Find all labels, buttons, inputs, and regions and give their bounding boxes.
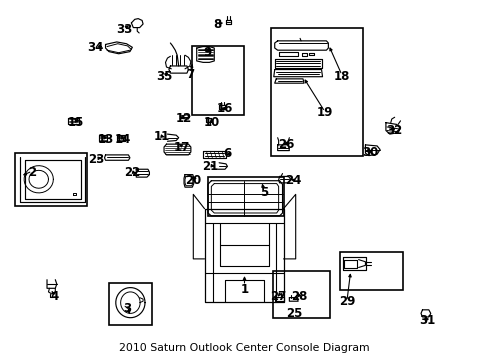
Text: 1: 1 bbox=[240, 283, 248, 296]
Bar bbox=[272, 271, 330, 318]
Bar bbox=[15, 153, 87, 206]
Text: 21: 21 bbox=[202, 160, 218, 173]
Bar bbox=[191, 46, 244, 115]
Text: 2: 2 bbox=[28, 166, 37, 179]
Text: 31: 31 bbox=[418, 314, 435, 327]
Text: 3: 3 bbox=[123, 302, 131, 315]
Bar bbox=[339, 252, 402, 291]
Text: 24: 24 bbox=[285, 174, 301, 187]
Text: 17: 17 bbox=[174, 140, 190, 153]
Text: 15: 15 bbox=[68, 116, 84, 129]
Text: 5: 5 bbox=[259, 186, 267, 199]
Text: 18: 18 bbox=[333, 69, 349, 82]
Text: 11: 11 bbox=[153, 130, 169, 144]
Text: 10: 10 bbox=[203, 116, 219, 129]
Text: 20: 20 bbox=[185, 174, 201, 186]
Text: 14: 14 bbox=[114, 133, 130, 146]
Text: 23: 23 bbox=[87, 153, 103, 166]
Text: 32: 32 bbox=[386, 124, 402, 137]
Text: 6: 6 bbox=[223, 147, 231, 159]
Text: 33: 33 bbox=[116, 23, 132, 36]
Text: 7: 7 bbox=[185, 68, 194, 81]
Bar bbox=[109, 283, 152, 325]
Text: 13: 13 bbox=[97, 133, 113, 146]
Text: 2010 Saturn Outlook Center Console Diagram: 2010 Saturn Outlook Center Console Diagr… bbox=[119, 343, 369, 353]
Text: 28: 28 bbox=[290, 290, 306, 303]
Text: 22: 22 bbox=[124, 166, 140, 179]
Text: 19: 19 bbox=[316, 106, 332, 119]
Text: 27: 27 bbox=[270, 290, 286, 303]
Text: 16: 16 bbox=[216, 102, 233, 115]
Text: 34: 34 bbox=[87, 41, 104, 54]
Text: 12: 12 bbox=[175, 112, 191, 125]
Text: 4: 4 bbox=[50, 290, 59, 303]
Text: 25: 25 bbox=[285, 307, 302, 320]
Text: 29: 29 bbox=[338, 296, 354, 309]
Text: 9: 9 bbox=[203, 46, 212, 59]
Text: 26: 26 bbox=[278, 138, 294, 150]
Text: 8: 8 bbox=[213, 18, 222, 31]
Text: 35: 35 bbox=[156, 70, 172, 83]
Text: 30: 30 bbox=[362, 145, 378, 158]
Bar bbox=[271, 28, 362, 156]
Bar bbox=[207, 177, 283, 216]
